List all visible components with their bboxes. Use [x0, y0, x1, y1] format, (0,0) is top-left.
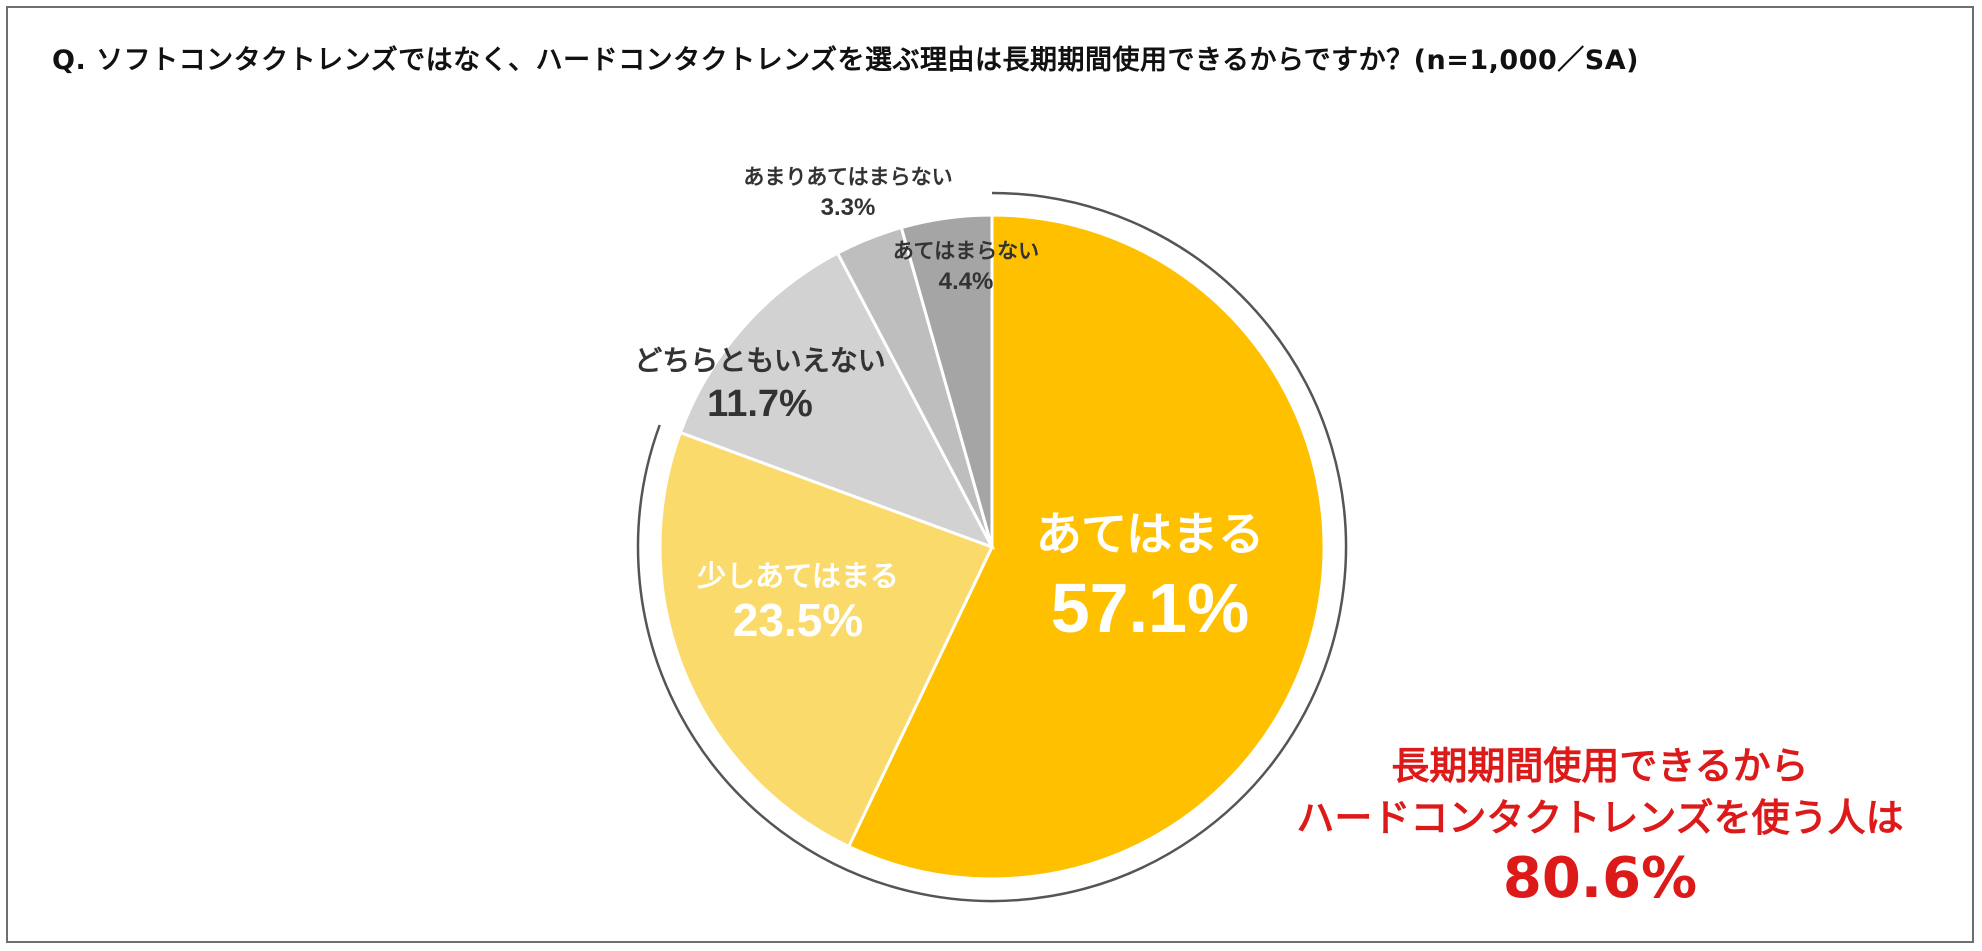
group-bracket-arc	[636, 191, 1348, 903]
slice-label: あてはまらない	[893, 239, 1039, 263]
slice-label: どちらともいえない	[634, 344, 885, 377]
slice-label: あてはまる	[1036, 507, 1264, 561]
slice-value-label: 3.3%	[821, 194, 876, 221]
slice-value-label: 4.4%	[939, 268, 994, 295]
pie-slice	[899, 213, 994, 548]
callout-value: 80.6%	[1502, 846, 1698, 911]
pie-slice	[846, 213, 1326, 881]
slice-label: 少しあてはまる	[697, 559, 899, 593]
callout-line-1: 長期期間使用できるから	[1391, 744, 1809, 788]
slice-label: あまりあてはまらない	[743, 165, 952, 189]
pie-slice	[658, 430, 995, 849]
callout-note: 長期期間使用できるから ハードコンタクトレンズを使う人は 80.6%	[1190, 740, 1982, 914]
slice-value-label: 11.7%	[707, 383, 813, 425]
slice-value-label: 57.1%	[1051, 569, 1249, 647]
callout-line-2: ハードコンタクトレンズを使う人は	[1296, 796, 1904, 840]
slice-value-label: 23.5%	[733, 594, 863, 646]
chart-title: Q. ソフトコンタクトレンズではなく、ハードコンタクトレンズを選ぶ理由は長期期間…	[52, 45, 1639, 76]
pie-slice	[678, 251, 996, 550]
